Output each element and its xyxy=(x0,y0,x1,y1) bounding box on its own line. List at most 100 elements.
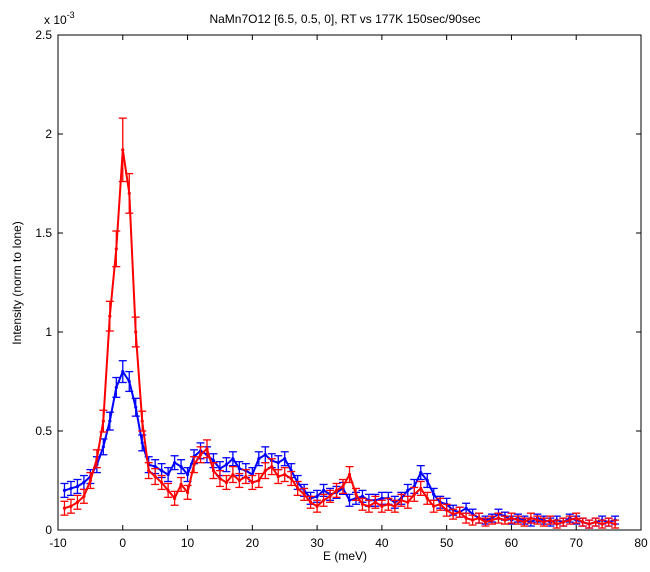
data-point xyxy=(613,522,617,526)
data-point xyxy=(108,419,112,423)
data-point xyxy=(211,469,216,473)
data-point xyxy=(101,445,105,449)
data-point xyxy=(153,465,157,469)
data-point xyxy=(425,496,429,500)
data-point xyxy=(62,488,67,492)
chart-title: NaMn7O12 [6.5, 0.5, 0], RT vs 177K 150se… xyxy=(209,12,480,26)
data-point xyxy=(62,506,67,510)
data-point xyxy=(173,496,177,500)
data-point xyxy=(95,457,99,461)
plot-area xyxy=(57,34,642,531)
data-point xyxy=(380,504,384,508)
y-tick-label: 1.5 xyxy=(35,226,52,240)
data-point xyxy=(574,516,578,520)
data-point xyxy=(218,467,222,471)
data-point xyxy=(535,518,539,522)
x-axis-label: E (meV) xyxy=(323,549,367,563)
data-point xyxy=(425,478,429,483)
data-point xyxy=(82,480,86,485)
data-point xyxy=(127,191,131,195)
data-point xyxy=(270,465,274,469)
data-point xyxy=(257,478,261,483)
data-point xyxy=(108,314,112,318)
data-point xyxy=(470,518,475,522)
data-point xyxy=(373,500,378,504)
data-point xyxy=(509,516,514,520)
data-point xyxy=(568,518,572,522)
data-point xyxy=(522,520,527,524)
data-point xyxy=(198,453,203,457)
y-axis-label: Intensity (norm to Ione) xyxy=(10,221,24,344)
x-tick-label: -10 xyxy=(49,536,67,550)
data-point xyxy=(185,472,190,477)
data-point xyxy=(354,492,358,496)
data-point xyxy=(380,496,384,500)
y-tick-label: 2 xyxy=(45,127,52,141)
data-point xyxy=(69,504,73,508)
x-tick-label: 40 xyxy=(375,536,389,550)
data-point xyxy=(302,492,306,496)
data-point xyxy=(419,470,423,475)
data-point xyxy=(309,500,313,504)
data-point xyxy=(211,459,216,463)
data-point xyxy=(166,472,170,477)
data-point xyxy=(406,500,410,504)
data-point xyxy=(334,488,339,492)
data-point xyxy=(399,498,403,502)
data-point xyxy=(224,480,229,485)
data-point xyxy=(276,474,280,479)
y-exponent-base: x 10 xyxy=(44,13,67,27)
data-point xyxy=(88,478,92,483)
x-tick-label: 50 xyxy=(440,536,454,550)
data-point xyxy=(600,522,604,526)
data-point xyxy=(503,518,507,522)
data-point xyxy=(250,480,254,485)
data-point xyxy=(75,500,80,504)
data-point xyxy=(121,370,125,374)
data-point xyxy=(594,520,598,524)
data-point xyxy=(205,447,209,451)
data-point xyxy=(347,498,352,502)
data-point xyxy=(192,463,196,467)
data-point xyxy=(315,494,319,498)
data-point xyxy=(231,472,235,477)
data-point xyxy=(412,492,416,496)
data-point xyxy=(458,510,462,514)
data-point xyxy=(406,488,410,492)
y-exponent-power: -3 xyxy=(67,10,75,20)
data-point xyxy=(529,516,533,520)
data-point xyxy=(432,492,436,496)
data-point xyxy=(147,469,151,473)
data-point xyxy=(283,472,287,477)
data-point xyxy=(237,478,241,483)
series-layer xyxy=(60,117,620,529)
data-point xyxy=(432,504,436,508)
data-point xyxy=(328,494,332,498)
data-point xyxy=(516,518,520,522)
data-point xyxy=(224,463,229,467)
data-point xyxy=(419,486,423,491)
data-point xyxy=(477,516,481,520)
data-point xyxy=(244,474,248,479)
data-point xyxy=(438,502,442,506)
plot-frame xyxy=(57,34,642,531)
y-exponent-label: x 10-3 xyxy=(44,10,75,27)
data-point xyxy=(296,486,300,491)
data-point xyxy=(114,247,118,251)
data-point xyxy=(179,465,183,469)
data-point xyxy=(542,520,546,524)
data-point xyxy=(496,516,501,520)
y-tick-label: 0 xyxy=(45,523,52,537)
data-point xyxy=(140,419,144,423)
data-point xyxy=(134,405,138,409)
data-point xyxy=(185,490,190,494)
data-point xyxy=(341,484,345,489)
data-point xyxy=(263,469,267,473)
data-point xyxy=(360,494,365,498)
data-point xyxy=(82,494,86,498)
data-point xyxy=(360,502,365,506)
data-point xyxy=(263,453,267,457)
data-point xyxy=(127,379,131,384)
data-point xyxy=(257,457,261,461)
